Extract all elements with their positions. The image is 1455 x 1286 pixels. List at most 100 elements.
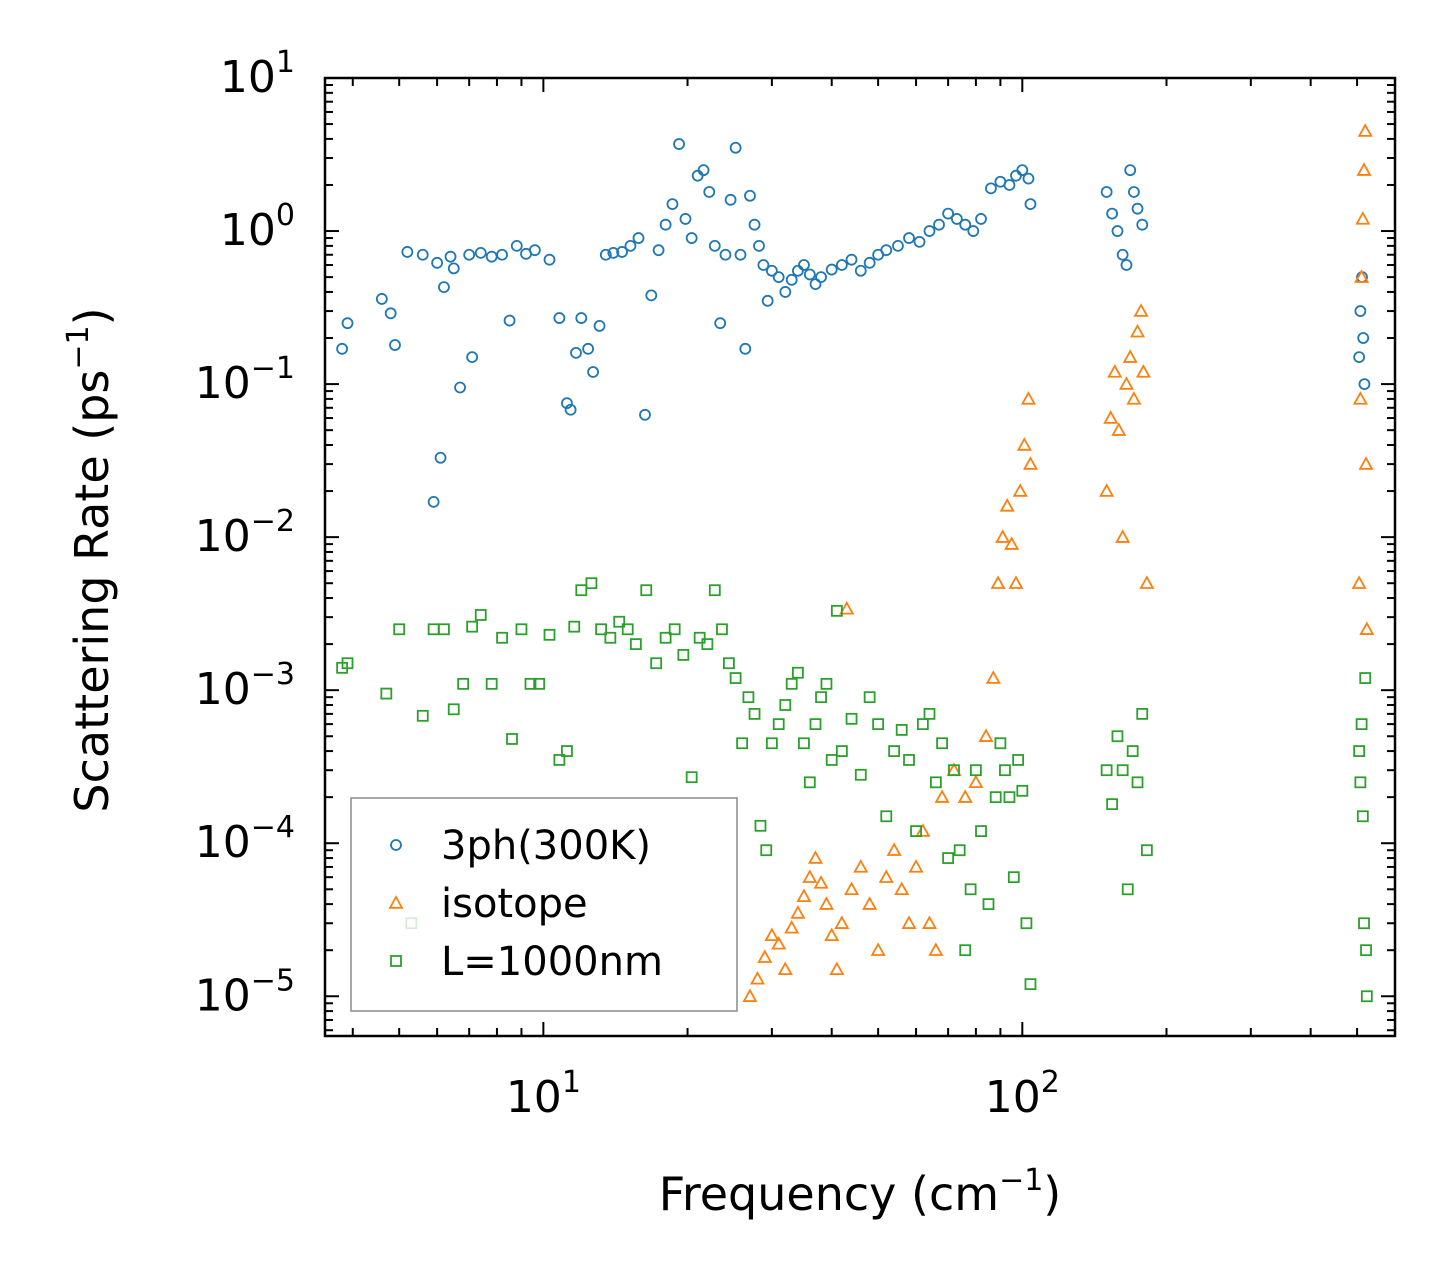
data-point bbox=[677, 649, 690, 661]
data-point bbox=[1016, 437, 1032, 451]
data-point bbox=[894, 881, 910, 895]
data-point bbox=[950, 213, 963, 225]
data-point bbox=[903, 232, 915, 244]
data-point bbox=[1133, 303, 1149, 317]
x-tick-label: 102 bbox=[985, 1065, 1060, 1123]
data-point bbox=[757, 259, 770, 271]
data-point bbox=[543, 628, 556, 641]
data-point bbox=[888, 745, 901, 757]
data-point bbox=[1357, 332, 1370, 344]
data-point bbox=[886, 842, 902, 856]
data-point bbox=[749, 970, 766, 985]
data-point bbox=[457, 677, 470, 690]
data-point bbox=[438, 623, 450, 636]
data-point bbox=[845, 253, 858, 266]
data-point bbox=[959, 944, 972, 957]
data-point bbox=[863, 256, 876, 269]
data-point bbox=[1099, 483, 1115, 497]
data-point bbox=[1129, 323, 1146, 338]
data-point bbox=[790, 905, 806, 919]
legend-entry: L=1000nm bbox=[390, 939, 663, 985]
data-point bbox=[729, 672, 742, 684]
y-tick-labels: 101 100 10−1 10−2 10−3 10−4 10−5 bbox=[195, 45, 295, 1021]
data-point bbox=[599, 248, 612, 261]
data-point bbox=[645, 289, 658, 302]
data-point bbox=[416, 709, 429, 722]
data-point bbox=[990, 575, 1006, 589]
data-point bbox=[1121, 883, 1134, 896]
data-point bbox=[543, 253, 556, 266]
data-point bbox=[474, 609, 487, 621]
data-point bbox=[1358, 378, 1371, 390]
data-point bbox=[779, 286, 792, 298]
data-point bbox=[639, 408, 651, 421]
data-point bbox=[880, 244, 893, 257]
data-point bbox=[853, 859, 869, 873]
data-point bbox=[1354, 269, 1370, 283]
data-point bbox=[834, 915, 850, 929]
data-point bbox=[1353, 351, 1366, 364]
data-point bbox=[393, 623, 406, 636]
data-point bbox=[466, 351, 479, 364]
data-point bbox=[431, 256, 444, 269]
data-point bbox=[587, 366, 599, 378]
data-point bbox=[1106, 207, 1119, 220]
data-point bbox=[1136, 218, 1149, 231]
x-axis-label: Frequency (cm−1) bbox=[659, 1163, 1062, 1221]
data-point bbox=[923, 225, 936, 237]
data-point bbox=[969, 764, 982, 777]
legend-entry: 3ph(300K) bbox=[390, 823, 651, 869]
data-point bbox=[863, 691, 876, 704]
data-point bbox=[1354, 305, 1367, 317]
data-point bbox=[438, 281, 450, 294]
data-point bbox=[582, 342, 595, 355]
data-point bbox=[685, 232, 698, 244]
data-point bbox=[754, 819, 767, 832]
data-point bbox=[744, 189, 756, 202]
y-tick-label: 100 bbox=[220, 198, 295, 256]
data-point bbox=[1100, 764, 1113, 777]
data-point bbox=[703, 186, 716, 198]
data-point bbox=[829, 961, 845, 976]
data-point bbox=[844, 881, 860, 895]
data-point bbox=[921, 915, 938, 929]
data-point bbox=[621, 623, 634, 636]
data-point bbox=[942, 852, 955, 864]
data-point bbox=[830, 604, 843, 617]
y-tick-label: 10−1 bbox=[195, 351, 295, 409]
legend-marker bbox=[388, 895, 404, 909]
data-point bbox=[375, 293, 388, 305]
data-point bbox=[942, 207, 955, 220]
data-point bbox=[724, 193, 737, 206]
data-point bbox=[994, 737, 1007, 750]
legend-label: 3ph(300K) bbox=[441, 823, 651, 869]
data-point bbox=[913, 235, 926, 248]
data-point bbox=[761, 294, 774, 307]
data-point bbox=[892, 239, 904, 252]
data-point bbox=[685, 771, 698, 784]
data-point bbox=[1016, 164, 1029, 177]
data-point bbox=[524, 677, 537, 690]
data-point bbox=[1135, 364, 1151, 378]
data-point bbox=[985, 182, 997, 195]
data-point bbox=[1353, 745, 1366, 757]
data-point bbox=[659, 631, 672, 644]
data-points bbox=[336, 123, 1375, 1003]
data-point bbox=[1131, 202, 1144, 215]
data-point bbox=[1107, 364, 1123, 378]
data-point bbox=[777, 961, 793, 976]
y-tick-label: 10−4 bbox=[195, 810, 295, 868]
data-point bbox=[697, 164, 710, 177]
data-point bbox=[764, 927, 780, 942]
data-point bbox=[679, 213, 692, 225]
y-tick-label: 10−3 bbox=[195, 657, 295, 715]
data-point bbox=[1360, 944, 1372, 957]
data-point bbox=[978, 728, 994, 742]
data-point bbox=[985, 670, 1001, 684]
data-point bbox=[593, 319, 606, 332]
data-point bbox=[1003, 179, 1016, 191]
data-point bbox=[835, 259, 848, 271]
data-point bbox=[1355, 718, 1368, 731]
data-point bbox=[1359, 672, 1372, 684]
data-point bbox=[1359, 621, 1375, 635]
